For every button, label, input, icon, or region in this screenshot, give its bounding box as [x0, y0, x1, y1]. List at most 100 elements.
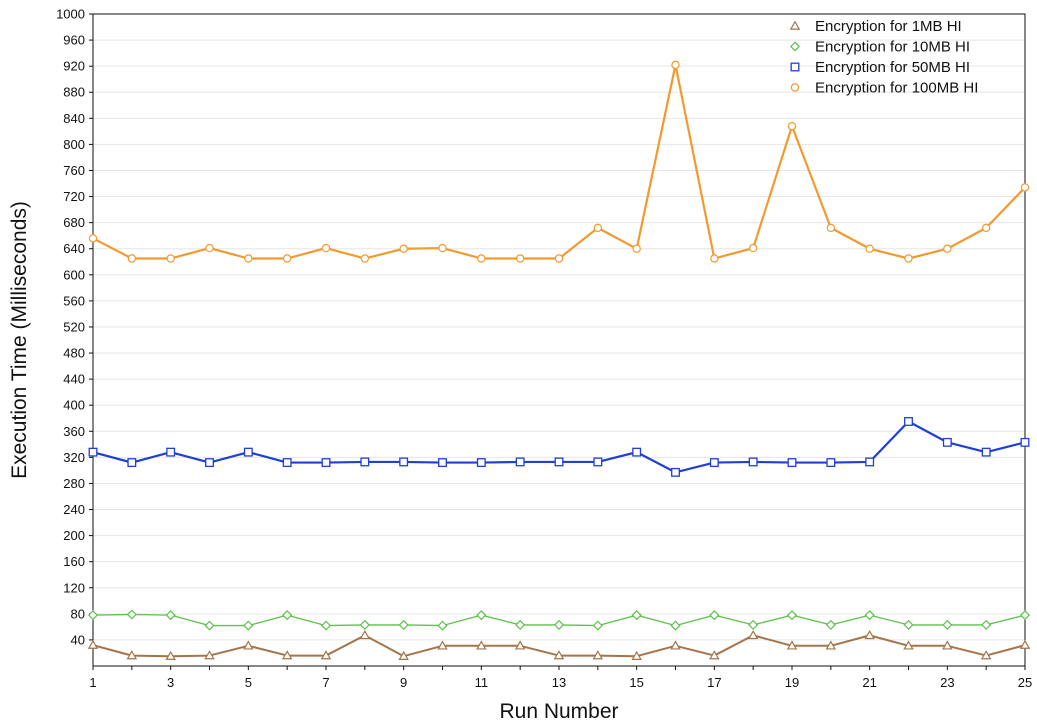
x-tick-label: 19 — [785, 675, 799, 690]
x-axis-title: Run Number — [499, 700, 618, 723]
data-point — [476, 610, 487, 621]
data-point — [476, 458, 486, 468]
series-encryption-for-1mb-hi — [87, 629, 1031, 660]
y-tick-label: 1000 — [56, 7, 85, 22]
y-tick-label: 680 — [63, 215, 85, 230]
data-point — [243, 447, 253, 457]
y-tick-label: 200 — [63, 528, 85, 543]
data-point — [1020, 437, 1030, 447]
data-point — [437, 640, 448, 650]
data-point — [943, 244, 952, 253]
data-point — [748, 243, 758, 253]
data-point — [515, 254, 525, 263]
data-point — [438, 458, 447, 468]
y-tick-label: 440 — [63, 372, 85, 387]
data-point — [243, 640, 254, 650]
x-tick-label: 17 — [707, 675, 721, 690]
data-point — [165, 610, 176, 621]
legend-label: Encryption for 1MB HI — [815, 18, 962, 35]
data-point — [476, 640, 487, 650]
data-point — [88, 447, 98, 457]
data-point — [398, 619, 409, 630]
data-point — [321, 243, 331, 253]
data-point — [631, 650, 642, 660]
data-point — [864, 610, 875, 621]
data-point — [671, 60, 680, 70]
y-tick-label: 600 — [63, 267, 85, 282]
data-point — [87, 610, 99, 621]
data-point — [553, 650, 565, 660]
data-point — [127, 458, 137, 468]
data-point — [438, 243, 447, 253]
data-point — [748, 619, 759, 630]
data-point — [204, 620, 215, 631]
legend-marker — [790, 62, 800, 72]
data-point — [981, 447, 991, 457]
grid — [93, 13, 1025, 641]
legend-label: Encryption for 10MB HI — [815, 39, 970, 56]
x-tick-label: 7 — [322, 675, 329, 690]
data-point — [865, 244, 874, 253]
x-tick-label: 11 — [475, 675, 489, 690]
legend-label: Encryption for 50MB HI — [815, 59, 970, 76]
data-point — [748, 457, 758, 467]
data-point — [205, 243, 214, 253]
data-point — [981, 223, 991, 233]
data-point — [904, 254, 913, 263]
data-point — [126, 650, 138, 660]
data-point — [477, 254, 486, 263]
data-point — [631, 610, 642, 621]
data-point — [554, 457, 564, 467]
data-point — [204, 650, 215, 660]
data-point — [515, 619, 526, 630]
data-point — [942, 640, 953, 650]
legend-marker — [789, 41, 801, 52]
data-point — [126, 609, 137, 620]
data-point — [281, 650, 293, 660]
data-point — [437, 620, 448, 631]
data-point — [787, 121, 797, 131]
data-point — [825, 640, 837, 650]
data-point — [786, 610, 798, 621]
data-point — [1019, 639, 1031, 649]
data-point — [320, 620, 332, 631]
data-point — [515, 457, 525, 467]
data-point — [398, 650, 409, 660]
data-point — [1020, 183, 1030, 192]
y-tick-label: 280 — [63, 476, 85, 491]
legend-marker — [790, 83, 800, 92]
data-point — [166, 447, 176, 457]
x-tick-label: 9 — [400, 675, 407, 690]
plot-frame — [92, 13, 1026, 667]
data-point — [747, 629, 759, 640]
data-point — [904, 417, 913, 426]
series-lines — [87, 60, 1031, 660]
y-tick-label: 920 — [63, 59, 85, 74]
data-point — [1019, 610, 1031, 621]
data-point — [632, 244, 641, 253]
data-point — [709, 650, 720, 660]
data-point — [826, 223, 836, 233]
y-tick-label: 360 — [63, 424, 85, 439]
data-point — [282, 458, 292, 468]
data-point — [903, 619, 914, 630]
y-tick-label: 960 — [63, 33, 85, 48]
data-point — [359, 619, 370, 630]
data-point — [903, 640, 914, 650]
data-point — [282, 254, 292, 263]
x-tick-label: 23 — [940, 675, 954, 690]
x-tick-label: 21 — [862, 675, 876, 690]
data-point — [127, 254, 137, 263]
y-tick-label: 720 — [63, 189, 85, 204]
y-axis-title: Execution Time (Milliseconds) — [8, 201, 31, 479]
data-point — [864, 629, 875, 640]
data-point — [981, 619, 992, 630]
data-point — [671, 467, 680, 477]
data-point — [321, 458, 331, 468]
series-encryption-for-10mb-hi — [87, 609, 1031, 631]
y-tick-label: 240 — [63, 502, 85, 517]
data-point — [670, 620, 681, 631]
data-point — [360, 457, 370, 467]
legend: Encryption for 1MB HI Encryption for 10MB… — [789, 18, 978, 97]
